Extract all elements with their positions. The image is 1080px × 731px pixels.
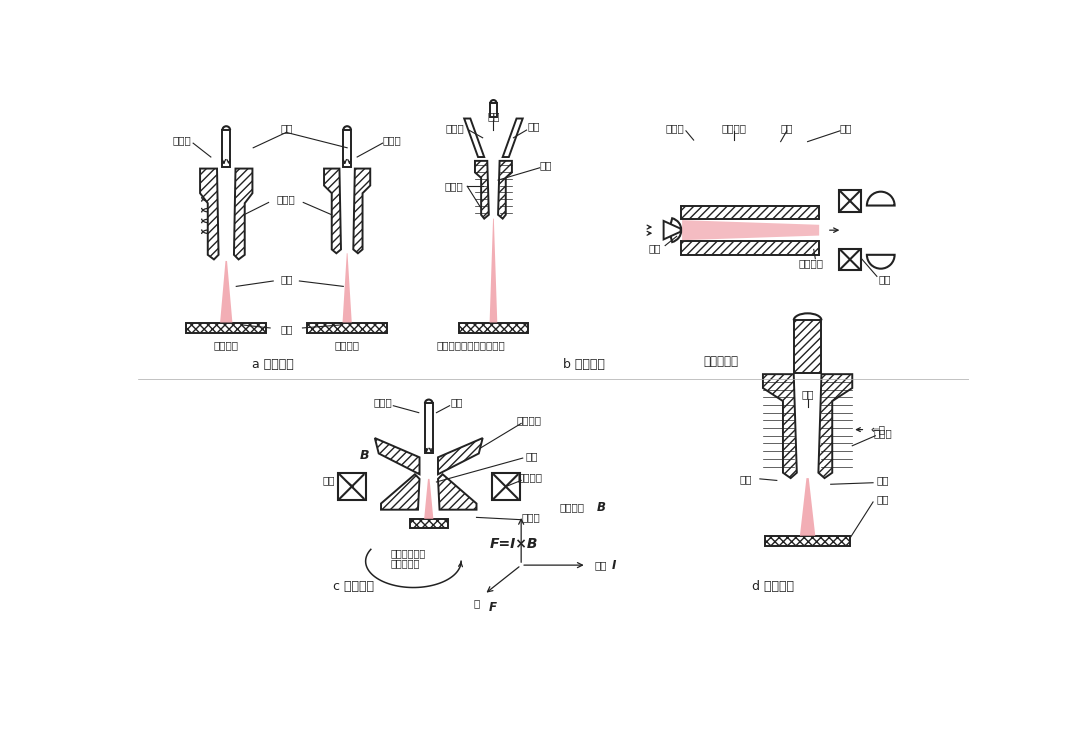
Bar (794, 320, 822, 373)
Text: 冷却水: 冷却水 (444, 181, 462, 192)
Bar (839, 249, 861, 270)
Polygon shape (342, 253, 352, 322)
Text: 阳极: 阳极 (528, 121, 540, 132)
Text: 阴极: 阴极 (649, 243, 661, 253)
Text: 阳极: 阳极 (840, 123, 852, 133)
Wedge shape (867, 255, 894, 269)
Text: 电流: 电流 (594, 560, 607, 570)
Text: 冷却水: 冷却水 (874, 428, 892, 438)
Bar (680, 205, 819, 219)
Bar (766, 536, 850, 546)
Polygon shape (353, 169, 370, 253)
Bar (409, 519, 448, 529)
Text: 电弧: 电弧 (781, 123, 793, 133)
Text: 工作气: 工作气 (374, 397, 392, 407)
Text: F=I×B: F=I×B (489, 537, 538, 550)
Polygon shape (234, 169, 253, 260)
Wedge shape (867, 192, 894, 205)
Bar (343, 130, 351, 167)
Text: a 气稳定弧: a 气稳定弧 (252, 358, 294, 371)
Text: 工作气: 工作气 (173, 135, 192, 145)
Text: 冷却水: 冷却水 (276, 194, 296, 205)
Text: 冷却水: 冷却水 (521, 512, 540, 523)
Bar (490, 103, 497, 117)
Text: B: B (596, 501, 606, 514)
Polygon shape (438, 438, 483, 474)
Text: 工作气: 工作气 (665, 123, 685, 133)
Text: 阳极: 阳极 (280, 324, 293, 334)
Text: 线旋转方向: 线旋转方向 (390, 558, 420, 569)
Bar (307, 322, 387, 333)
Text: 阴极: 阴极 (451, 397, 463, 407)
Bar (491, 473, 519, 501)
Text: B: B (360, 450, 369, 462)
Text: 电弧: 电弧 (540, 159, 552, 170)
Text: 阳极: 阳极 (323, 475, 335, 485)
Text: 力: 力 (473, 599, 480, 609)
Text: 电弧: 电弧 (877, 475, 889, 485)
Text: F: F (489, 601, 497, 614)
Polygon shape (200, 169, 218, 260)
Text: 磁场线圈: 磁场线圈 (799, 258, 824, 268)
Bar (680, 241, 819, 255)
Polygon shape (498, 161, 512, 219)
Text: d 水稳定弧: d 水稳定弧 (752, 580, 794, 593)
Text: 阴极: 阴极 (487, 111, 500, 121)
Polygon shape (381, 474, 419, 510)
Polygon shape (683, 220, 819, 240)
Polygon shape (424, 479, 433, 519)
Polygon shape (489, 219, 497, 322)
Text: 工作气: 工作气 (382, 135, 401, 145)
Text: 阳极喷嘴: 阳极喷嘴 (516, 415, 541, 425)
Polygon shape (819, 374, 852, 478)
Text: 旋流进气: 旋流进气 (214, 341, 239, 351)
Text: 阴极: 阴极 (801, 389, 814, 399)
Text: 加热器壁: 加热器壁 (721, 123, 747, 133)
Polygon shape (220, 261, 232, 322)
Text: 电弧绕喷嘴轴: 电弧绕喷嘴轴 (390, 548, 426, 558)
Polygon shape (762, 374, 797, 478)
Polygon shape (375, 438, 419, 474)
Text: 直流进气: 直流进气 (335, 341, 360, 351)
Text: 电弧: 电弧 (526, 451, 538, 461)
Bar (424, 404, 433, 453)
Polygon shape (502, 118, 523, 157)
Bar (186, 322, 267, 333)
Polygon shape (464, 118, 484, 157)
Polygon shape (800, 478, 815, 536)
Text: 喷管: 喷管 (878, 273, 891, 284)
Text: ⇐水: ⇐水 (870, 425, 886, 435)
Polygon shape (663, 221, 680, 240)
Polygon shape (475, 161, 489, 219)
Text: 工作气: 工作气 (446, 123, 464, 133)
Text: b 壁稳定弧: b 壁稳定弧 (564, 358, 605, 371)
Bar (338, 473, 366, 501)
Text: 小直径、大高度阳极喷嘴: 小直径、大高度阳极喷嘴 (436, 341, 505, 351)
Text: I: I (612, 558, 617, 572)
Text: 阴极: 阴极 (280, 123, 293, 133)
Bar (459, 322, 528, 333)
Wedge shape (669, 219, 681, 242)
Text: 阳极: 阳极 (877, 495, 889, 504)
Text: 电弧加热器: 电弧加热器 (704, 355, 739, 368)
Text: 电弧: 电弧 (280, 273, 293, 284)
Bar (839, 190, 861, 212)
Text: 磁场线圈: 磁场线圈 (518, 472, 543, 482)
Polygon shape (438, 474, 476, 510)
Text: 喷嘴: 喷嘴 (740, 474, 753, 484)
Text: 磁感强度: 磁感强度 (559, 502, 584, 512)
Text: c 磁稳定弧: c 磁稳定弧 (333, 580, 374, 593)
Polygon shape (324, 169, 341, 253)
Bar (222, 130, 230, 167)
